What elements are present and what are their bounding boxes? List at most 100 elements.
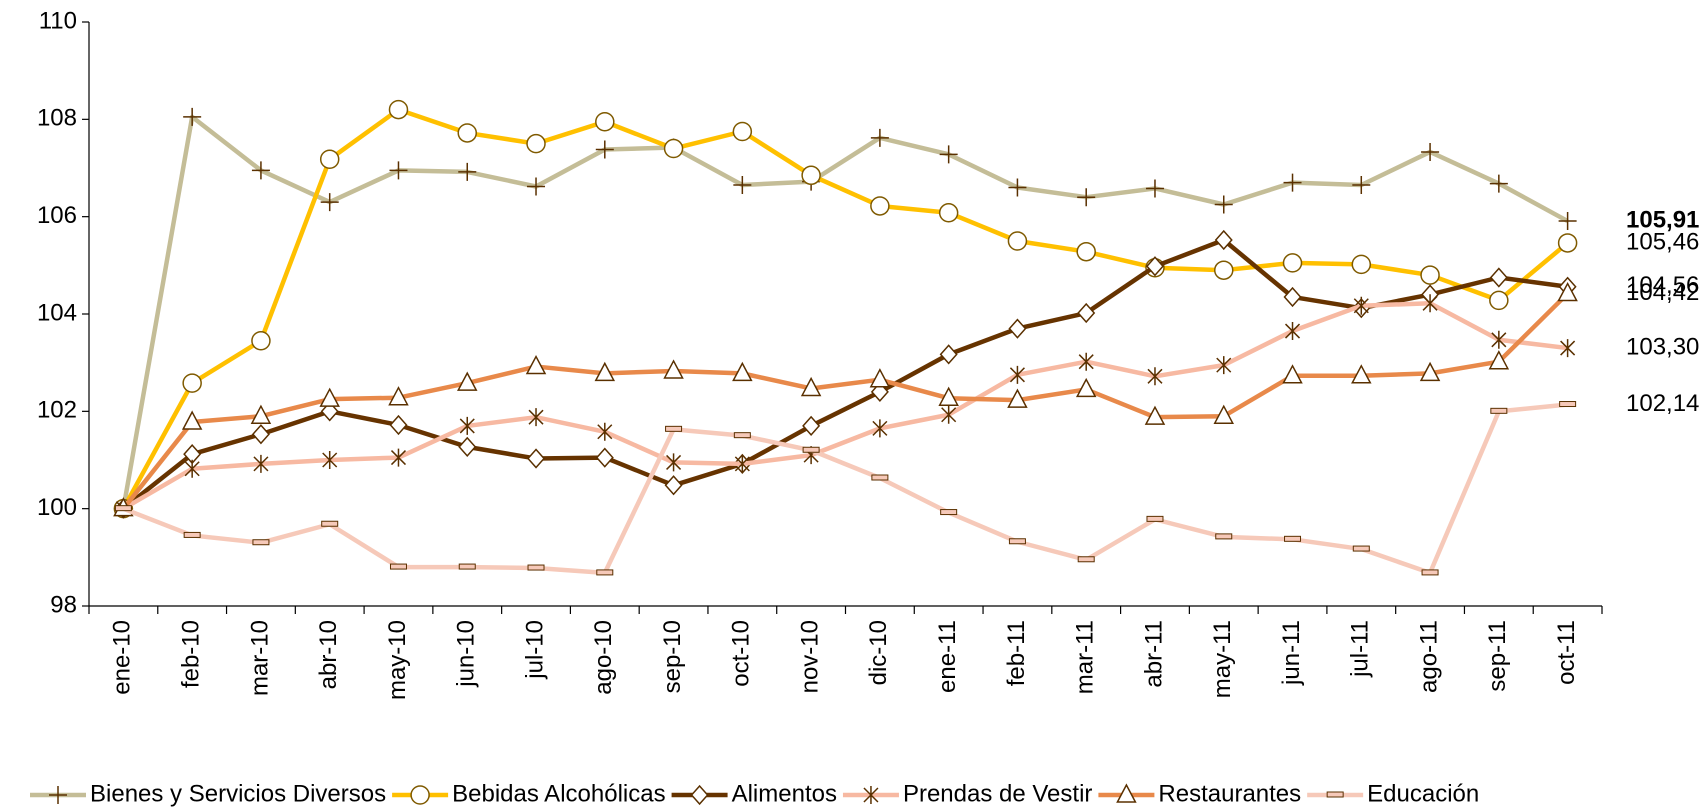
x-tick-label: oct-11 (1553, 620, 1580, 685)
legend-item: Bebidas Alcohólicas (392, 780, 666, 807)
marker (253, 454, 269, 473)
marker (940, 509, 958, 516)
marker (528, 408, 544, 427)
marker (1008, 318, 1027, 339)
y-tick-label: 110 (39, 7, 77, 34)
x-tick-label: abr-11 (1140, 620, 1167, 688)
x-tick-label: ene-11 (934, 620, 961, 693)
marker (114, 505, 132, 512)
x-tick-label: feb-11 (1003, 620, 1030, 686)
marker (1284, 322, 1301, 341)
value-label: 103,30 (1626, 333, 1699, 360)
x-tick-label: feb-10 (178, 620, 205, 688)
marker (1214, 260, 1234, 280)
marker (1352, 545, 1370, 552)
y-tick-label: 98 (50, 591, 77, 618)
series (113, 281, 1578, 517)
x-tick-label: sep-10 (659, 620, 686, 693)
marker (1216, 356, 1232, 375)
marker (389, 161, 408, 180)
legend-item: Prendas de Vestir (842, 780, 1092, 807)
series (113, 99, 1578, 519)
marker (251, 424, 270, 445)
legend-item: Restaurantes (1098, 780, 1301, 807)
marker (732, 361, 753, 382)
marker (1008, 178, 1027, 197)
marker (733, 432, 751, 439)
marker (1146, 515, 1164, 522)
marker (1076, 241, 1096, 262)
marker (250, 404, 272, 424)
y-tick-label: 102 (37, 397, 77, 424)
marker (458, 563, 476, 570)
marker (664, 475, 683, 496)
legend-label: Alimentos (732, 780, 837, 807)
marker (863, 786, 879, 804)
x-tick-label: may-10 (384, 620, 411, 700)
marker (1558, 212, 1577, 231)
marker (251, 161, 270, 180)
line (121, 237, 1568, 511)
marker (459, 416, 475, 435)
marker (938, 203, 959, 223)
marker (319, 387, 340, 407)
marker (1116, 783, 1137, 803)
marker (871, 474, 889, 481)
marker (1489, 267, 1508, 288)
marker (941, 405, 957, 424)
marker (321, 520, 339, 527)
marker (1145, 256, 1164, 277)
marker (1560, 339, 1576, 358)
marker (526, 133, 546, 154)
value-label: 105,46 (1626, 228, 1699, 255)
marker (389, 414, 408, 436)
marker (733, 176, 752, 195)
marker (1007, 231, 1028, 251)
marker (663, 138, 684, 159)
marker (870, 128, 889, 147)
marker (457, 371, 478, 391)
marker (666, 453, 682, 472)
marker (597, 422, 613, 441)
marker (1144, 405, 1166, 425)
marker (801, 165, 821, 186)
marker (49, 786, 67, 804)
marker (1214, 195, 1233, 214)
marker (1419, 361, 1441, 382)
x-tick-label: mar-11 (1072, 620, 1099, 694)
marker (595, 447, 614, 468)
marker (458, 162, 477, 181)
marker (525, 354, 547, 375)
marker (1214, 229, 1233, 251)
marker (1489, 290, 1509, 311)
marker (1077, 302, 1096, 324)
x-tick-label: ago-10 (590, 620, 617, 695)
y-tick-label: 108 (37, 105, 77, 132)
series (114, 401, 1577, 576)
x-tick-label: nov-10 (796, 620, 823, 693)
x-tick-label: sep-11 (1484, 620, 1511, 692)
x-tick-label: jun-10 (453, 620, 480, 688)
legend-item: Educación (1307, 780, 1479, 807)
marker (1421, 142, 1440, 161)
x-tick-label: abr-10 (315, 620, 342, 689)
marker (1352, 176, 1371, 195)
marker (1421, 569, 1439, 576)
marker (527, 564, 545, 571)
marker (1488, 350, 1510, 370)
x-tick-label: may-11 (1209, 620, 1236, 698)
line (122, 301, 1568, 511)
marker (182, 373, 202, 393)
marker (663, 359, 684, 379)
marker (1283, 286, 1302, 308)
marker (1491, 330, 1507, 349)
marker (939, 145, 958, 164)
marker (389, 563, 407, 570)
legend-label: Educación (1367, 780, 1479, 807)
marker (1215, 533, 1233, 540)
y-tick-label: 100 (37, 494, 77, 521)
line (121, 107, 1570, 510)
line (121, 114, 1569, 510)
marker (1009, 365, 1025, 384)
